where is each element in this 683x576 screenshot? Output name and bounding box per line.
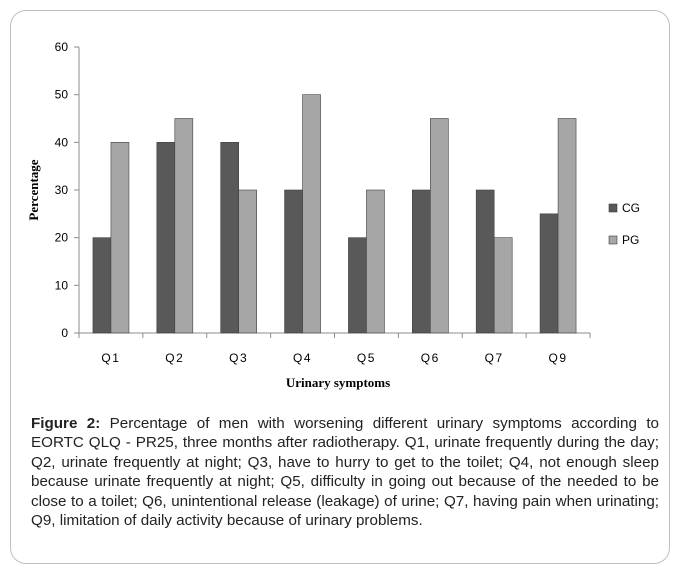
caption-text: Percentage of men with worsening differe… — [31, 415, 659, 530]
legend-label-cg: CG — [622, 201, 640, 215]
legend: CG PG — [608, 201, 640, 247]
x-tick-label: Q1 — [101, 351, 120, 365]
bar-pg-q4 — [302, 94, 321, 334]
bar-cg-q4 — [284, 189, 303, 334]
x-tick-label: Q2 — [165, 351, 184, 365]
legend-swatch-cg — [608, 203, 618, 213]
bar-pg-q5 — [366, 189, 385, 334]
bar-cg-q3 — [220, 142, 239, 334]
bar-pg-q6 — [430, 118, 449, 334]
y-tick-label: 0 — [61, 326, 68, 340]
x-tick-label: Q3 — [229, 351, 248, 365]
x-tick-label: Q4 — [293, 351, 312, 365]
figure-caption: Figure 2: Percentage of men with worseni… — [31, 414, 659, 530]
x-axis-title: Urinary symptoms — [286, 375, 390, 390]
bar-cg-q1 — [92, 237, 112, 334]
legend-label-pg: PG — [622, 233, 639, 247]
y-tick-label: 20 — [55, 231, 69, 245]
legend-swatch-pg — [608, 235, 618, 245]
bar-cg-q5 — [348, 237, 367, 334]
y-tick-label: 40 — [55, 135, 69, 149]
y-tick-label: 60 — [55, 40, 69, 54]
y-tick-label: 30 — [55, 183, 69, 197]
bar-cg-q7 — [475, 189, 495, 334]
x-tick-label: Q9 — [549, 351, 568, 365]
x-tick-label: Q7 — [485, 351, 504, 365]
bar-pg-q7 — [493, 237, 513, 334]
x-tick-label: Q5 — [357, 351, 376, 365]
bar-pg-q2 — [174, 118, 194, 334]
bar-cg-q9 — [539, 213, 559, 334]
y-tick-label: 50 — [55, 88, 69, 102]
bar-chart: 0 10 20 30 40 50 60 Q1 Q2 Q3 Q4 Q5 Q6 Q7 Q9 Percentag… — [26, 40, 640, 390]
bar-cg-q6 — [412, 189, 431, 334]
y-tick-label: 10 — [55, 278, 69, 292]
bar-cg-q2 — [156, 142, 176, 334]
bar-pg-q1 — [110, 142, 130, 334]
y-axis-title: Percentage — [26, 159, 41, 220]
x-tick-label: Q6 — [421, 351, 440, 365]
caption-label: Figure 2: — [31, 415, 101, 432]
bar-pg-q3 — [238, 189, 257, 334]
bar-pg-q9 — [557, 118, 577, 334]
